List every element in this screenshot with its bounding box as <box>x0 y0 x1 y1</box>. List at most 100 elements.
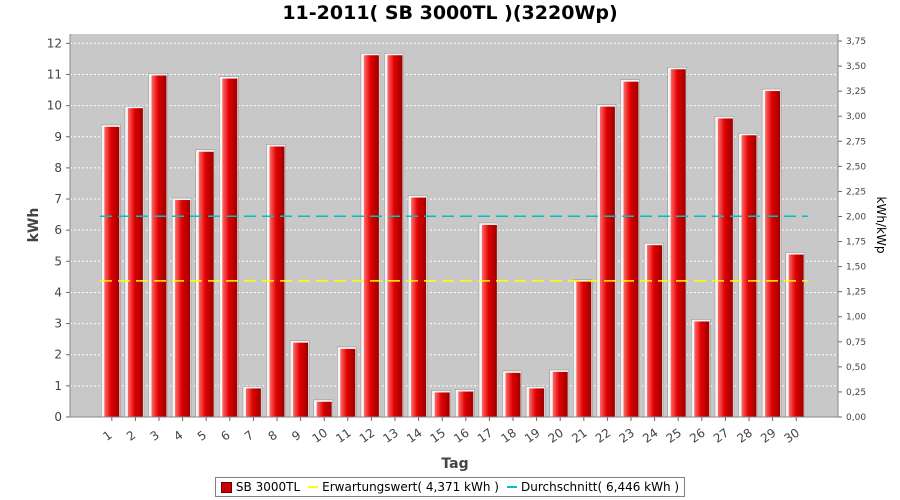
bar <box>552 371 568 417</box>
x-tick-label: 22 <box>593 426 614 446</box>
bar <box>505 372 521 417</box>
x-tick-label: 1 <box>100 428 114 444</box>
bar <box>151 75 167 417</box>
bar <box>623 81 639 418</box>
bar <box>694 321 710 417</box>
bar-group <box>525 386 546 418</box>
bar <box>434 392 450 417</box>
bar <box>198 151 214 417</box>
y2-tick-label: 0,25 <box>846 388 866 398</box>
x-tick-label: 8 <box>266 428 280 444</box>
x-tick-label: 14 <box>404 426 425 446</box>
bar-group <box>407 195 428 418</box>
y2-tick-label: 3,25 <box>846 87 866 97</box>
bar-group <box>289 340 310 418</box>
bar <box>293 342 309 417</box>
x-tick-label: 3 <box>148 428 162 444</box>
x-tick-label: 7 <box>242 428 256 444</box>
x-tick-label: 13 <box>380 426 401 446</box>
x-tick-label: 27 <box>711 426 732 446</box>
x-tick-label: 19 <box>522 426 543 446</box>
bar <box>576 281 592 417</box>
legend-label-durchschnitt: Durchschnitt( 6,446 kWh ) <box>520 480 680 494</box>
legend-label-erwartungswert: Erwartungswert( 4,371 kWh ) <box>322 480 499 494</box>
x-tick-label: 20 <box>546 426 567 446</box>
bar <box>717 118 733 417</box>
legend-label-series: SB 3000TL <box>235 480 301 494</box>
bar-group <box>431 390 451 418</box>
x-tick-label: 30 <box>782 426 803 446</box>
y-tick-label: 7 <box>54 192 62 206</box>
bar <box>411 197 427 417</box>
legend-item-series: SB 3000TL <box>220 480 301 494</box>
y2-tick-label: 0,50 <box>846 363 866 373</box>
bar <box>670 69 686 418</box>
legend-swatch-series <box>220 481 232 493</box>
bar-group <box>455 389 475 418</box>
legend-item-durchschnitt: Durchschnitt( 6,446 kWh ) <box>506 480 680 494</box>
bar-group <box>384 52 404 418</box>
bar-group <box>549 369 569 418</box>
legend: SB 3000TL Erwartungswert( 4,371 kWh ) Du… <box>215 477 685 497</box>
y2-tick-label: 3,00 <box>846 112 866 122</box>
y2-tick-label: 1,00 <box>846 313 866 323</box>
bar-group <box>219 76 239 418</box>
bar <box>340 348 356 417</box>
bar-group <box>714 116 735 418</box>
y-tick-label: 10 <box>47 99 62 113</box>
y2-tick-label: 1,50 <box>846 263 866 273</box>
x-tick-label: 18 <box>498 426 519 446</box>
bar <box>481 224 497 417</box>
bar <box>245 388 261 417</box>
y2-tick-label: 2,50 <box>846 162 866 172</box>
bar-group <box>667 66 687 418</box>
y-tick-label: 6 <box>54 223 62 237</box>
y2-axis-label: kWh/kWp <box>874 197 888 254</box>
bar-group <box>148 73 168 418</box>
y-tick-label: 5 <box>54 254 62 268</box>
x-tick-label: 6 <box>218 428 232 444</box>
x-tick-label: 26 <box>687 426 708 446</box>
bar <box>363 55 379 417</box>
bar <box>127 108 143 417</box>
y2-tick-label: 2,25 <box>846 187 866 197</box>
bar-group <box>691 319 711 418</box>
x-tick-label: 28 <box>734 426 755 446</box>
x-axis-label: Tag <box>441 456 468 472</box>
bar <box>529 388 545 417</box>
x-tick-label: 10 <box>310 426 331 446</box>
x-tick-label: 23 <box>616 426 637 446</box>
bar-group <box>337 346 357 418</box>
legend-item-erwartungswert: Erwartungswert( 4,371 kWh ) <box>308 480 499 494</box>
x-tick-label: 9 <box>289 428 303 444</box>
y2-tick-label: 0,00 <box>846 413 866 423</box>
y-tick-label: 12 <box>47 36 62 50</box>
bar-group <box>643 242 664 418</box>
y-tick-label: 11 <box>47 67 62 81</box>
bar <box>765 91 781 418</box>
y2-tick-label: 1,75 <box>846 238 866 248</box>
y-tick-label: 8 <box>54 161 62 175</box>
x-tick-label: 16 <box>451 426 472 446</box>
y2-tick-label: 1,25 <box>846 288 866 298</box>
y-tick-label: 1 <box>54 379 62 393</box>
y-tick-label: 3 <box>54 317 62 331</box>
bar <box>741 135 757 417</box>
x-tick-label: 17 <box>475 426 496 446</box>
bar <box>175 200 191 417</box>
bar <box>316 401 332 417</box>
legend-swatch-durchschnitt <box>506 486 517 488</box>
bar-group <box>171 197 192 418</box>
bar-group <box>195 149 215 418</box>
y-tick-label: 4 <box>54 285 62 299</box>
bar-group <box>478 222 499 418</box>
bar-group <box>502 370 522 418</box>
bar-group <box>785 252 805 418</box>
bar <box>222 78 238 417</box>
x-tick-label: 21 <box>569 426 590 446</box>
bar <box>788 254 804 417</box>
legend-swatch-erwartungswert <box>308 486 319 488</box>
x-tick-label: 5 <box>195 428 209 444</box>
bar-group <box>573 279 593 418</box>
